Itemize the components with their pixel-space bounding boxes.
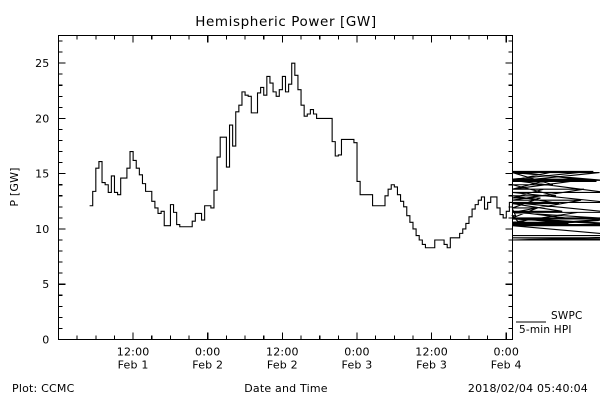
y-axis-ticks bbox=[58, 40, 513, 341]
x-tick-label-time: 0:00 bbox=[494, 346, 520, 359]
x-tick-label-time: 12:00 bbox=[117, 346, 150, 359]
x-tick-label-date: Feb 2 bbox=[192, 359, 223, 372]
x-tick-label-time: 12:00 bbox=[266, 346, 299, 359]
x-tick-label-time: 0:00 bbox=[195, 346, 221, 359]
legend-label-line1: SWPC bbox=[551, 310, 583, 322]
series-swpc-5min-hpi bbox=[89, 62, 600, 249]
chart-title: Hemispheric Power [GW] bbox=[195, 14, 377, 30]
y-tick-label: 0 bbox=[42, 334, 49, 347]
x-tick-label-date: Feb 4 bbox=[491, 359, 522, 372]
y-axis-label: P [GW] bbox=[8, 167, 21, 206]
x-tick-label-date: Feb 2 bbox=[267, 359, 298, 372]
y-tick-label: 25 bbox=[35, 57, 49, 70]
legend-label-line2: 5-min HPI bbox=[519, 324, 572, 336]
y-tick-label: 20 bbox=[35, 112, 49, 125]
y-tick-label: 5 bbox=[42, 278, 49, 291]
x-tick-label-time: 12:00 bbox=[415, 346, 448, 359]
plot-credit: Plot: CCMC bbox=[12, 382, 75, 395]
x-tick-label-date: Feb 3 bbox=[342, 359, 373, 372]
y-tick-label: 15 bbox=[35, 168, 49, 181]
x-axis-caption: Date and Time bbox=[244, 382, 328, 395]
plot-frame bbox=[57, 34, 514, 341]
x-tick-label-date: Feb 1 bbox=[118, 359, 149, 372]
render-timestamp: 2018/02/04 05:40:04 bbox=[468, 382, 588, 395]
y-tick-label: 10 bbox=[35, 223, 49, 236]
x-tick-label-date: Feb 3 bbox=[416, 359, 447, 372]
x-axis-ticks bbox=[57, 35, 507, 340]
y-axis-tick-labels: 0 5 10 15 20 25 bbox=[35, 57, 49, 346]
x-tick-label-time: 0:00 bbox=[344, 346, 370, 359]
